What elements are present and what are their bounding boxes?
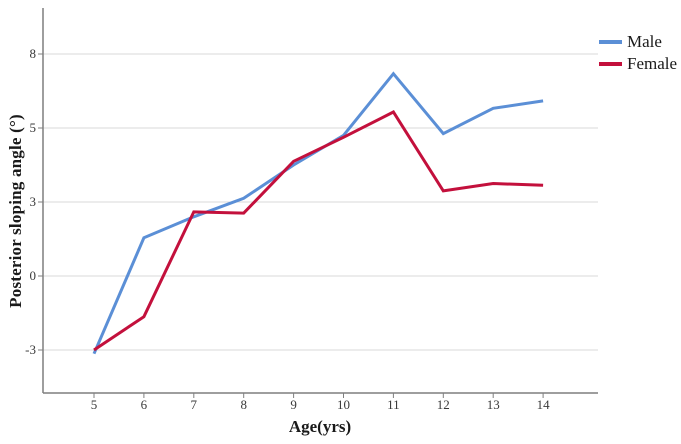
- x-axis-title: Age(yrs): [288, 417, 352, 436]
- x-tick-label: 11: [387, 397, 400, 412]
- y-tick-label: 0: [29, 268, 37, 283]
- x-tick-label: 7: [190, 397, 198, 412]
- legend: Male Female: [599, 31, 677, 75]
- male-line-swatch: [599, 40, 622, 44]
- y-tick-label: 5: [29, 120, 37, 135]
- y-tick-label: 8: [29, 46, 37, 61]
- female-line-swatch: [599, 62, 622, 66]
- legend-item-male: Male: [599, 31, 677, 53]
- x-tick-label: 6: [140, 397, 148, 412]
- x-tick-label: 9: [290, 397, 297, 412]
- x-tick-label: 14: [536, 397, 550, 412]
- x-tick-label: 8: [240, 397, 247, 412]
- x-tick-label: 5: [90, 397, 98, 412]
- x-tick-label: 10: [337, 397, 350, 412]
- legend-label-female: Female: [627, 54, 678, 73]
- x-tick-label: 13: [486, 397, 500, 412]
- legend-item-female: Female: [599, 53, 677, 75]
- male-series-line: [92, 71, 544, 355]
- female-series-line: [93, 110, 544, 352]
- x-tick-label: 12: [436, 397, 450, 412]
- legend-label-male: Male: [627, 32, 662, 51]
- y-tick-label: -3: [25, 342, 36, 357]
- y-tick-label: 3: [29, 194, 37, 209]
